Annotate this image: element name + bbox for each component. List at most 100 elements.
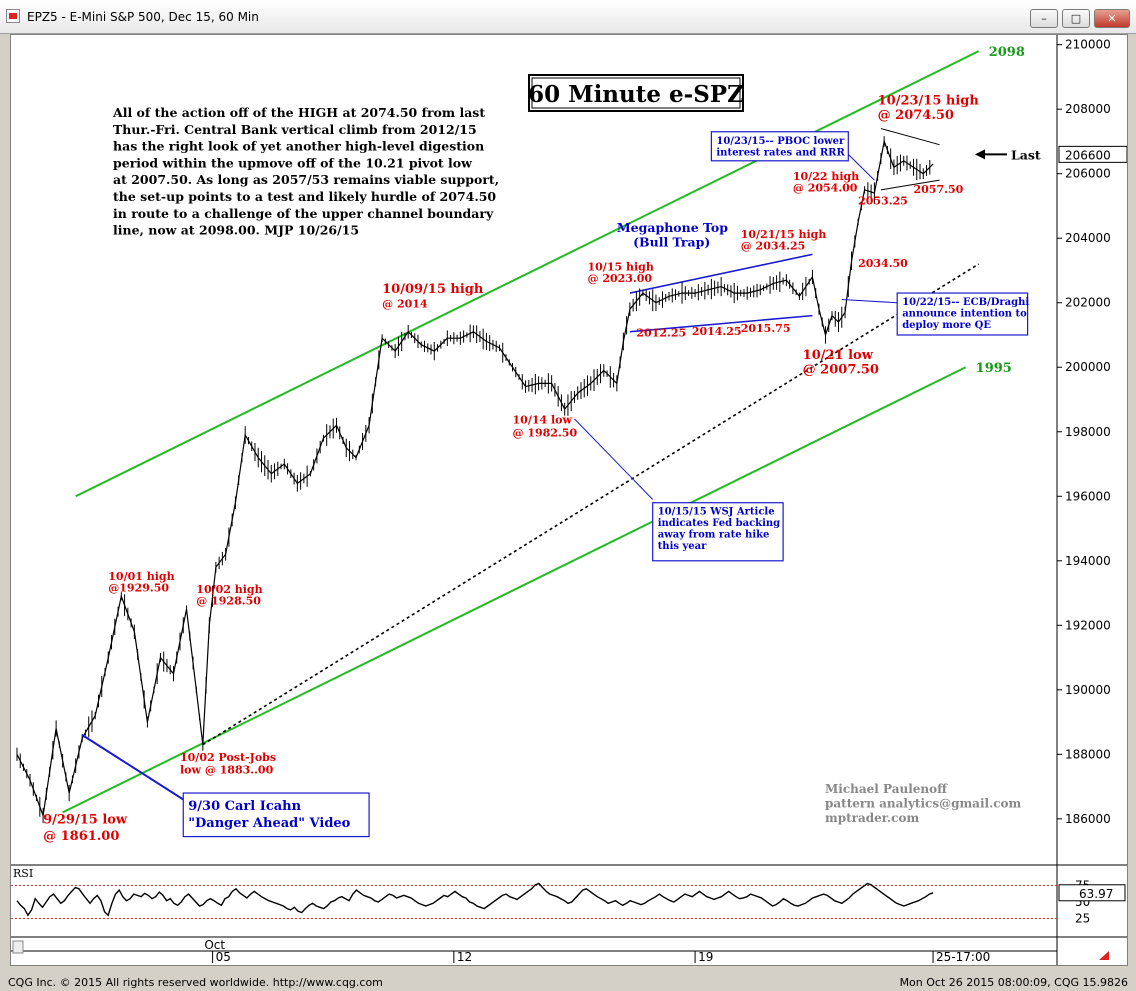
price-axis-layer: 186000 188000 190000 192000 194000 196000 1980… [1056, 35, 1128, 965]
annotations-layer: 60 Minute e-SPZ All of the action off of … [43, 74, 1041, 844]
annotation-label: @1929.50 [108, 581, 169, 594]
annotation-label: 10/23/15 high [878, 93, 980, 108]
callout-line: interest rates and RRR [716, 147, 845, 158]
signature-line: pattern analytics@gmail.com [825, 797, 1022, 811]
commentary-line: the set-up points to a test and likely h… [113, 189, 496, 204]
annotation-label: @ 2034.25 [741, 240, 806, 253]
annotation-label: @ 2007.50 [803, 363, 879, 378]
annotation-label: @ 2014 [382, 298, 428, 311]
y-tick-label: 198000 [1065, 425, 1111, 439]
rsi-value-tag [1058, 884, 1126, 902]
x-tick-label: 19 [698, 950, 713, 964]
annotation-label: @ 1928.50 [196, 594, 261, 607]
trend-lines-layer: 2098 1995 [62, 45, 1025, 814]
y-tick-label: 196000 [1065, 489, 1111, 503]
callout-line: 10/23/15-- PBOC lower [716, 136, 845, 147]
megaphone-top-line [629, 253, 813, 294]
callout-line: 9/30 Carl Icahn [188, 799, 301, 814]
callout-box: 9/30 Carl Icahn "Danger Ahead" Video [182, 792, 370, 838]
triangle-bottom-line [880, 179, 940, 191]
y-tick-label: 208000 [1065, 102, 1111, 116]
annotation-label: 10/21/15 high [741, 228, 827, 241]
y-tick-label: 206000 [1065, 167, 1111, 181]
callout-line: away from rate hike [658, 530, 770, 541]
commentary-line: Thur.-Fri. Central Bank vertical climb f… [113, 122, 477, 137]
maximize-button[interactable]: □ [1062, 9, 1090, 28]
last-label: Last [1011, 147, 1041, 162]
y-tick-label: 188000 [1065, 747, 1111, 761]
commentary-line: period within the upmove off of the 10.2… [113, 155, 473, 170]
close-button[interactable]: ✕ [1094, 9, 1130, 28]
chart-title: 60 Minute e-SPZ [528, 81, 744, 108]
annotation-label: @ 2074.50 [878, 108, 954, 123]
annotation-label: @ 2054.00 [793, 181, 858, 194]
upper-channel-line [75, 50, 980, 498]
x-tick-label: 25-17:00 [936, 950, 990, 964]
y-tick-label: 202000 [1065, 296, 1111, 310]
annotation-label: 10/02 high [196, 583, 262, 596]
annotation-label: 2053.25 [858, 194, 908, 207]
annotation-label: 10/02 Post-Jobs [180, 751, 276, 764]
annotation-label: Megaphone Top [617, 220, 728, 235]
status-copyright: CQG Inc. © 2015 All rights reserved worl… [8, 976, 383, 989]
callout-line: 10/15/15 WSJ Article [658, 507, 775, 518]
triangle-top-line [880, 128, 940, 146]
y-tick-label: 200000 [1065, 360, 1111, 374]
callout-leader [81, 734, 184, 801]
commentary-line: has the right look of yet another high-l… [113, 139, 484, 154]
rsi-label: RSI [13, 867, 33, 880]
price-chart[interactable]: 2098 1995 60 Minute e-SPZ All of the actio… [11, 35, 1128, 965]
lower-channel-label: 1995 [976, 361, 1012, 376]
annotation-label: 2034.50 [858, 257, 908, 270]
megaphone-bottom-line [629, 314, 813, 333]
signature-line: mptrader.com [825, 811, 919, 825]
annotation-label: 2014.25 [692, 325, 742, 338]
time-scroll-handle [12, 940, 24, 954]
status-timestamp: Mon Oct 26 2015 08:00:09, CQG 15.9826 [899, 976, 1128, 989]
callout-frame [710, 131, 849, 162]
callout-line: announce intention to [902, 309, 1027, 320]
x-tick-label: 12 [457, 950, 472, 964]
callout-frame [652, 502, 784, 562]
annotation-label: (Bull Trap) [633, 234, 710, 249]
dotted-trendline-line [202, 263, 980, 746]
callout-leader [574, 418, 654, 500]
commentary-line: in route to a challenge of the upper cha… [113, 206, 494, 221]
callout-line: "Danger Ahead" Video [188, 816, 350, 831]
callout-frame [896, 292, 1029, 336]
callout-line: indicates Fed backing [658, 518, 780, 529]
rsi-line [16, 882, 934, 917]
annotation-label: low @ 1883..00 [180, 764, 274, 777]
annotation-label: 2057.50 [914, 183, 964, 196]
annotation-label: 10/21 low [803, 348, 874, 363]
last-arrow-head [975, 149, 985, 160]
callout-line: deploy more QE [902, 320, 991, 331]
chart-frame: 2098 1995 60 Minute e-SPZ All of the actio… [10, 34, 1128, 966]
callout-leader [847, 153, 875, 181]
title-frame [528, 74, 744, 112]
commentary-line: All of the action off of the HIGH at 207… [112, 105, 485, 120]
annotation-label: 9/29/15 low [43, 813, 128, 828]
y-tick-label: 190000 [1065, 683, 1111, 697]
callout-frame [182, 792, 370, 838]
y-tick-label: 210000 [1065, 38, 1111, 52]
annotation-label: 10/14 low [513, 414, 573, 427]
window-titlebar: EPZ5 - E-Mini S&P 500, Dec 15, 60 Min – … [0, 0, 1136, 34]
title-inner-frame [531, 77, 741, 109]
annotation-label: 2012.25 [636, 327, 686, 340]
annotation-label: @ 1982.50 [513, 427, 578, 440]
y-tick-label: 192000 [1065, 618, 1111, 632]
window-title: EPZ5 - E-Mini S&P 500, Dec 15, 60 Min [27, 10, 259, 24]
rsi-tick-label: 25 [1075, 912, 1090, 926]
annotation-label: @ 2023.00 [588, 272, 653, 285]
minimize-button[interactable]: – [1030, 9, 1058, 28]
x-month-label: Oct [204, 938, 225, 952]
chart-title-box: 60 Minute e-SPZ [528, 74, 744, 112]
callout-line: this year [658, 541, 707, 552]
commentary-line: line, now at 2098.00. MJP 10/26/15 [113, 223, 359, 238]
annotation-label: @ 1861.00 [43, 829, 119, 844]
